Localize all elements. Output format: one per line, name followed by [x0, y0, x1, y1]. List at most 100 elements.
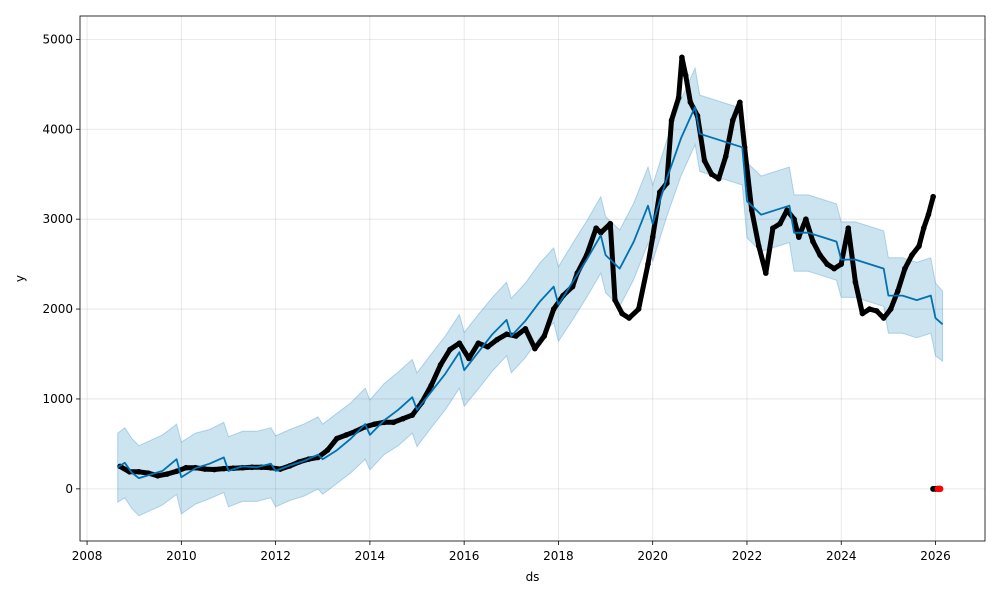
y-tick-label: 1000	[42, 392, 73, 406]
observed-point	[494, 336, 500, 343]
observed-point	[343, 432, 350, 438]
observed-point	[649, 234, 656, 240]
observed-point	[635, 306, 642, 312]
observed-point	[437, 362, 444, 368]
observed-point	[164, 471, 171, 477]
observed-point	[679, 54, 685, 61]
observed-point	[428, 382, 434, 389]
observed-point	[845, 225, 852, 231]
observed-point	[859, 310, 866, 317]
observed-point	[880, 315, 887, 321]
observed-point	[737, 99, 743, 106]
y-tick-label: 4000	[42, 122, 73, 136]
observed-point	[763, 270, 769, 276]
observed-point	[920, 225, 927, 231]
observed-point	[925, 211, 932, 218]
observed-point	[475, 340, 482, 347]
observed-point	[824, 261, 830, 267]
observed-point	[400, 415, 406, 422]
observed-point	[136, 468, 142, 475]
observed-point	[598, 229, 604, 236]
observed-point	[930, 193, 936, 200]
observed-point	[668, 117, 675, 124]
observed-point	[541, 333, 548, 339]
observed-point	[852, 279, 859, 285]
observed-point	[784, 207, 790, 213]
observed-point	[173, 468, 180, 475]
observed-point	[902, 265, 908, 272]
observed-point	[466, 355, 472, 362]
observed-point	[748, 207, 755, 213]
observed-point	[484, 344, 491, 350]
observed-point	[715, 175, 722, 182]
x-tick-label: 2026	[920, 549, 951, 563]
observed-point	[513, 333, 519, 339]
observed-point	[612, 297, 618, 303]
observed-point	[777, 220, 783, 227]
interval-band-layer	[117, 66, 944, 517]
observed-point	[409, 412, 416, 418]
observed-point	[220, 465, 227, 472]
x-tick-label: 2024	[826, 549, 857, 563]
plot-frame	[79, 15, 986, 542]
observed-point	[656, 189, 663, 195]
observed-point	[593, 225, 599, 231]
observed-point	[687, 99, 694, 106]
observed-point	[755, 243, 762, 249]
observed-point	[607, 220, 614, 227]
observed-point	[722, 153, 729, 160]
observed-point	[202, 466, 208, 472]
observed-point	[916, 243, 922, 249]
x-tick-label: 2014	[355, 549, 386, 563]
observed-point	[183, 464, 189, 471]
observed-point	[503, 331, 510, 338]
observed-point	[447, 346, 453, 353]
observed-point	[390, 419, 397, 426]
observed-point	[796, 234, 802, 240]
observed-point	[770, 225, 776, 231]
y-axis-label: y	[13, 275, 27, 282]
observed-point	[873, 308, 880, 314]
observed-point	[522, 326, 529, 332]
observed-point	[532, 345, 538, 352]
observed-point	[371, 421, 378, 427]
observed-point	[831, 265, 837, 272]
observed-point	[838, 261, 845, 267]
observed-point	[334, 435, 340, 442]
observed-point	[324, 447, 331, 454]
observed-point	[675, 95, 682, 101]
anomaly-point	[937, 485, 944, 493]
observed-point	[730, 117, 736, 124]
x-tick-label: 2022	[732, 549, 763, 563]
forecast-line-layer	[117, 105, 944, 479]
uncertainty-interval-band	[117, 66, 944, 517]
observed-point	[456, 340, 463, 347]
observed-point	[803, 216, 809, 222]
observed-point	[154, 473, 161, 479]
observed-point	[887, 306, 894, 312]
x-tick-label: 2012	[260, 549, 291, 563]
tick-layer: 2008 2010 2012 2014 2016 2018 2020 2022 2024 2026…	[42, 32, 950, 563]
observed-point	[866, 306, 873, 312]
x-tick-label: 2020	[637, 549, 668, 563]
grid-layer	[80, 16, 985, 541]
observed-point	[894, 288, 901, 294]
y-tick-label: 0	[65, 482, 73, 496]
observed-point	[810, 238, 816, 245]
observed-point	[708, 171, 715, 178]
x-tick-label: 2010	[166, 549, 197, 563]
x-axis-label: ds	[526, 570, 540, 584]
observed-point	[619, 310, 625, 317]
y-tick-label: 2000	[42, 302, 73, 316]
anomaly-points-layer	[934, 485, 944, 493]
observed-point	[909, 252, 915, 258]
observed-point	[682, 72, 689, 79]
observed-point	[626, 315, 632, 321]
y-tick-label: 5000	[42, 32, 73, 46]
x-tick-label: 2016	[449, 549, 480, 563]
observed-point	[817, 252, 823, 258]
x-tick-label: 2008	[72, 549, 103, 563]
observed-point	[645, 261, 651, 267]
